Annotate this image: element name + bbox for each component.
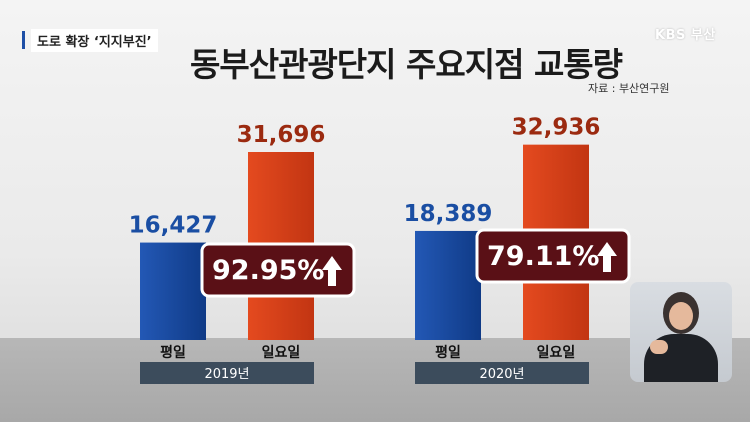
weekday-bar-1 bbox=[140, 242, 206, 340]
sign-language-interpreter bbox=[630, 282, 732, 382]
broadcaster-logo: KBS 부산 bbox=[655, 28, 716, 43]
sunday-value-label-1: 31,696 bbox=[237, 122, 326, 148]
up-arrow-icon bbox=[322, 256, 342, 286]
category-label-2-2: 일요일 bbox=[537, 345, 576, 361]
weekday-value-label-1: 16,427 bbox=[129, 213, 218, 239]
year-label-1: 2019년 bbox=[204, 367, 249, 382]
category-label-1-1: 평일 bbox=[160, 344, 186, 361]
year-band-2 bbox=[415, 362, 589, 384]
up-arrow-icon bbox=[597, 242, 617, 272]
chart-title: 동부산관광단지 주요지점 교통량 bbox=[190, 45, 623, 84]
year-band-1 bbox=[140, 362, 314, 384]
data-source: 자료 : 부산연구원 bbox=[588, 82, 670, 95]
year-label-2: 2020년 bbox=[479, 367, 524, 382]
stage-floor bbox=[0, 338, 750, 422]
interpreter-face bbox=[669, 302, 693, 330]
weekday-value-label-2: 18,389 bbox=[404, 201, 493, 227]
category-label-2-1: 평일 bbox=[435, 344, 461, 361]
interpreter-hand bbox=[650, 340, 668, 354]
topic-label: 도로 확장 ‘지지부진’ bbox=[31, 28, 158, 52]
change-value-label-1: 92.95% bbox=[212, 255, 324, 286]
change-badge-1 bbox=[200, 242, 356, 298]
topic-mark bbox=[22, 31, 25, 49]
weekday-bar-2 bbox=[415, 230, 481, 340]
change-value-label-2: 79.11% bbox=[487, 241, 599, 272]
topic-bar: 도로 확장 ‘지지부진’ bbox=[22, 28, 158, 52]
change-badge-2 bbox=[475, 228, 631, 284]
sunday-value-label-2: 32,936 bbox=[512, 115, 601, 141]
category-label-1-2: 일요일 bbox=[262, 345, 301, 361]
